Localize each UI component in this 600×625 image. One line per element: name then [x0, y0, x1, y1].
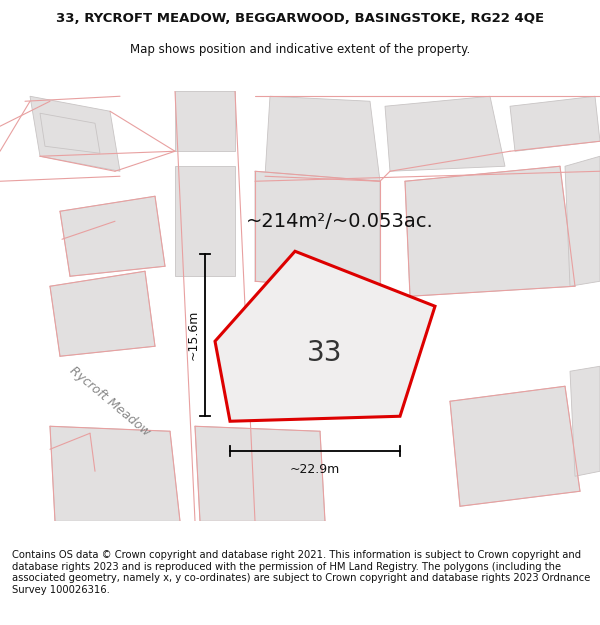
Polygon shape	[570, 366, 600, 476]
Polygon shape	[50, 271, 155, 356]
Text: 33, RYCROFT MEADOW, BEGGARWOOD, BASINGSTOKE, RG22 4QE: 33, RYCROFT MEADOW, BEGGARWOOD, BASINGST…	[56, 12, 544, 25]
Polygon shape	[385, 96, 505, 171]
Text: Contains OS data © Crown copyright and database right 2021. This information is : Contains OS data © Crown copyright and d…	[12, 550, 590, 595]
Text: Rycroft Meadow: Rycroft Meadow	[67, 364, 153, 439]
Polygon shape	[565, 156, 600, 286]
Polygon shape	[195, 426, 325, 521]
Polygon shape	[175, 166, 235, 276]
Polygon shape	[510, 96, 600, 151]
Polygon shape	[60, 196, 165, 276]
Polygon shape	[255, 171, 380, 291]
Text: Map shows position and indicative extent of the property.: Map shows position and indicative extent…	[130, 44, 470, 56]
Polygon shape	[50, 426, 180, 521]
Polygon shape	[265, 96, 380, 181]
Polygon shape	[450, 386, 580, 506]
Polygon shape	[215, 251, 435, 421]
Polygon shape	[40, 113, 100, 153]
Text: ~22.9m: ~22.9m	[290, 462, 340, 476]
Polygon shape	[405, 166, 575, 296]
Polygon shape	[30, 96, 120, 171]
Text: 33: 33	[307, 339, 343, 367]
Text: ~214m²/~0.053ac.: ~214m²/~0.053ac.	[246, 212, 434, 231]
Text: ~15.6m: ~15.6m	[187, 310, 199, 361]
Polygon shape	[175, 91, 235, 151]
